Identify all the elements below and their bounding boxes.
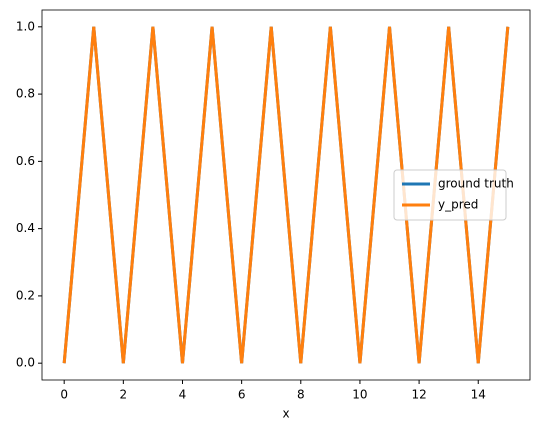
y-tick-label: 1.0 [16, 19, 35, 33]
x-tick-label: 10 [352, 388, 367, 402]
x-tick-label: 12 [411, 388, 426, 402]
y-tick-label: 0.4 [16, 221, 35, 235]
y-tick-label: 0.0 [16, 356, 35, 370]
x-axis-label: x [282, 407, 289, 421]
axes-frame [41, 9, 531, 381]
legend-label: y_pred [438, 198, 478, 212]
x-tick-label: 4 [179, 388, 187, 402]
x-tick-label: 14 [471, 388, 486, 402]
x-tick-label: 0 [60, 388, 68, 402]
y-tick-label: 0.2 [16, 288, 35, 302]
x-tick-label: 2 [120, 388, 128, 402]
legend-label: ground truth [438, 177, 514, 191]
y-tick-label: 0.8 [16, 87, 35, 101]
y-tick-label: 0.6 [16, 154, 35, 168]
x-tick-label: 8 [297, 388, 305, 402]
x-tick-label: 6 [238, 388, 246, 402]
